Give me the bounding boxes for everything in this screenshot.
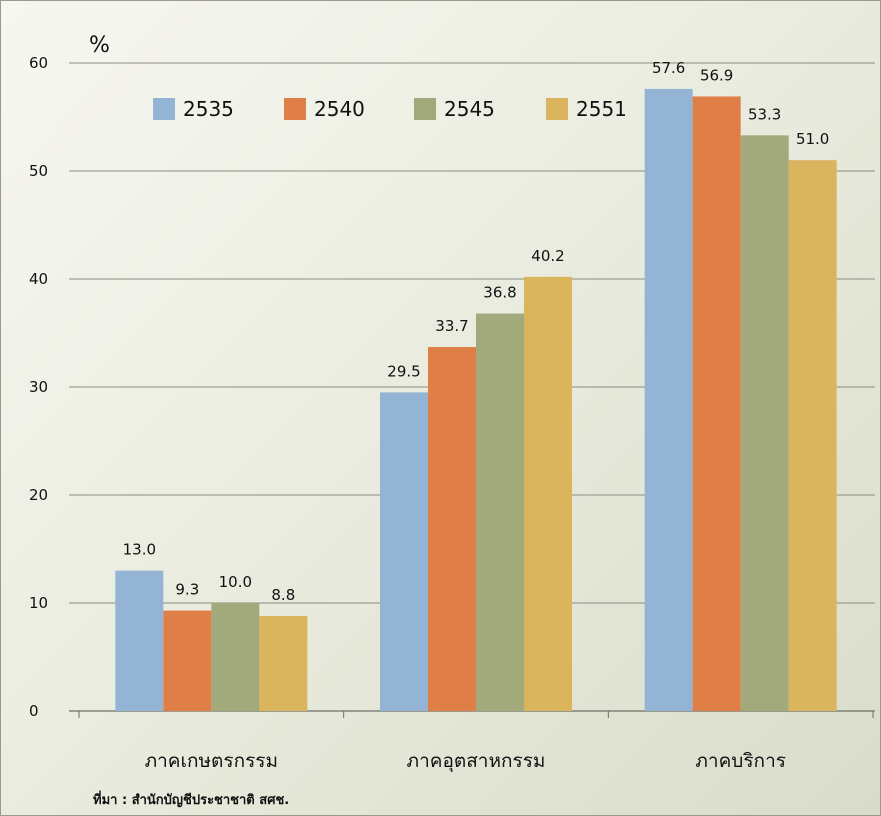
bar-data-label: 10.0 [219, 573, 252, 591]
data-labels: 13.0 9.3 10.0 8.8 29.5 33.7 36.8 40.2 57.6 56.9 53… [123, 59, 830, 604]
bar [740, 135, 789, 712]
bar-data-label: 8.8 [271, 586, 295, 604]
bar [259, 615, 308, 711]
x-category-label: ภาคบริการ [695, 750, 786, 772]
legend-label: 2540 [314, 97, 365, 121]
bar [428, 347, 476, 711]
bar-data-label: 56.9 [700, 66, 733, 84]
y-axis-unit-label: % [89, 33, 110, 58]
bar-data-label: 13.0 [123, 541, 156, 559]
bar-data-label: 40.2 [531, 247, 564, 265]
bars [115, 88, 837, 712]
legend: 2535 2540 2545 2551 [153, 97, 627, 121]
bar-data-label: 57.6 [652, 59, 685, 77]
y-tick-label: 40 [29, 270, 48, 288]
x-category-label: ภาคเกษตรกรรม [145, 750, 278, 772]
bar-data-label: 9.3 [175, 581, 199, 599]
bar [692, 96, 741, 712]
bar-data-label: 53.3 [748, 105, 781, 123]
y-tick-label: 30 [29, 378, 48, 396]
bar-data-label: 51.0 [796, 130, 829, 148]
bar [115, 570, 164, 711]
y-tick-label: 50 [29, 162, 48, 180]
legend-swatch [414, 98, 436, 120]
source-note: ที่มา : สำนักบัญชีประชาชาติ สศช. [93, 790, 289, 808]
bar [380, 392, 428, 711]
y-tick-label: 20 [29, 486, 48, 504]
y-tick-label: 10 [29, 594, 48, 612]
bar [163, 610, 212, 711]
bar-data-label: 33.7 [435, 317, 468, 335]
bar-data-label: 36.8 [483, 284, 516, 302]
bar [788, 160, 837, 711]
legend-swatch [153, 98, 175, 120]
bar [524, 276, 572, 711]
x-category-label: ภาคอุตสาหกรรม [407, 750, 546, 773]
legend-label: 2551 [576, 97, 627, 121]
legend-label: 2545 [444, 97, 495, 121]
y-tick-label: 0 [29, 702, 39, 720]
y-tick-label: 60 [29, 54, 48, 72]
bar [476, 313, 524, 711]
legend-swatch [284, 98, 306, 120]
bar [211, 603, 260, 711]
legend-swatch [546, 98, 568, 120]
bar [644, 88, 693, 712]
bar-data-label: 29.5 [387, 362, 420, 380]
legend-label: 2535 [183, 97, 234, 121]
axes: 0 10 20 30 40 50 60 ภาคเกษตรกรรม ภาคอุตสาหกรรม ภา… [29, 54, 875, 773]
